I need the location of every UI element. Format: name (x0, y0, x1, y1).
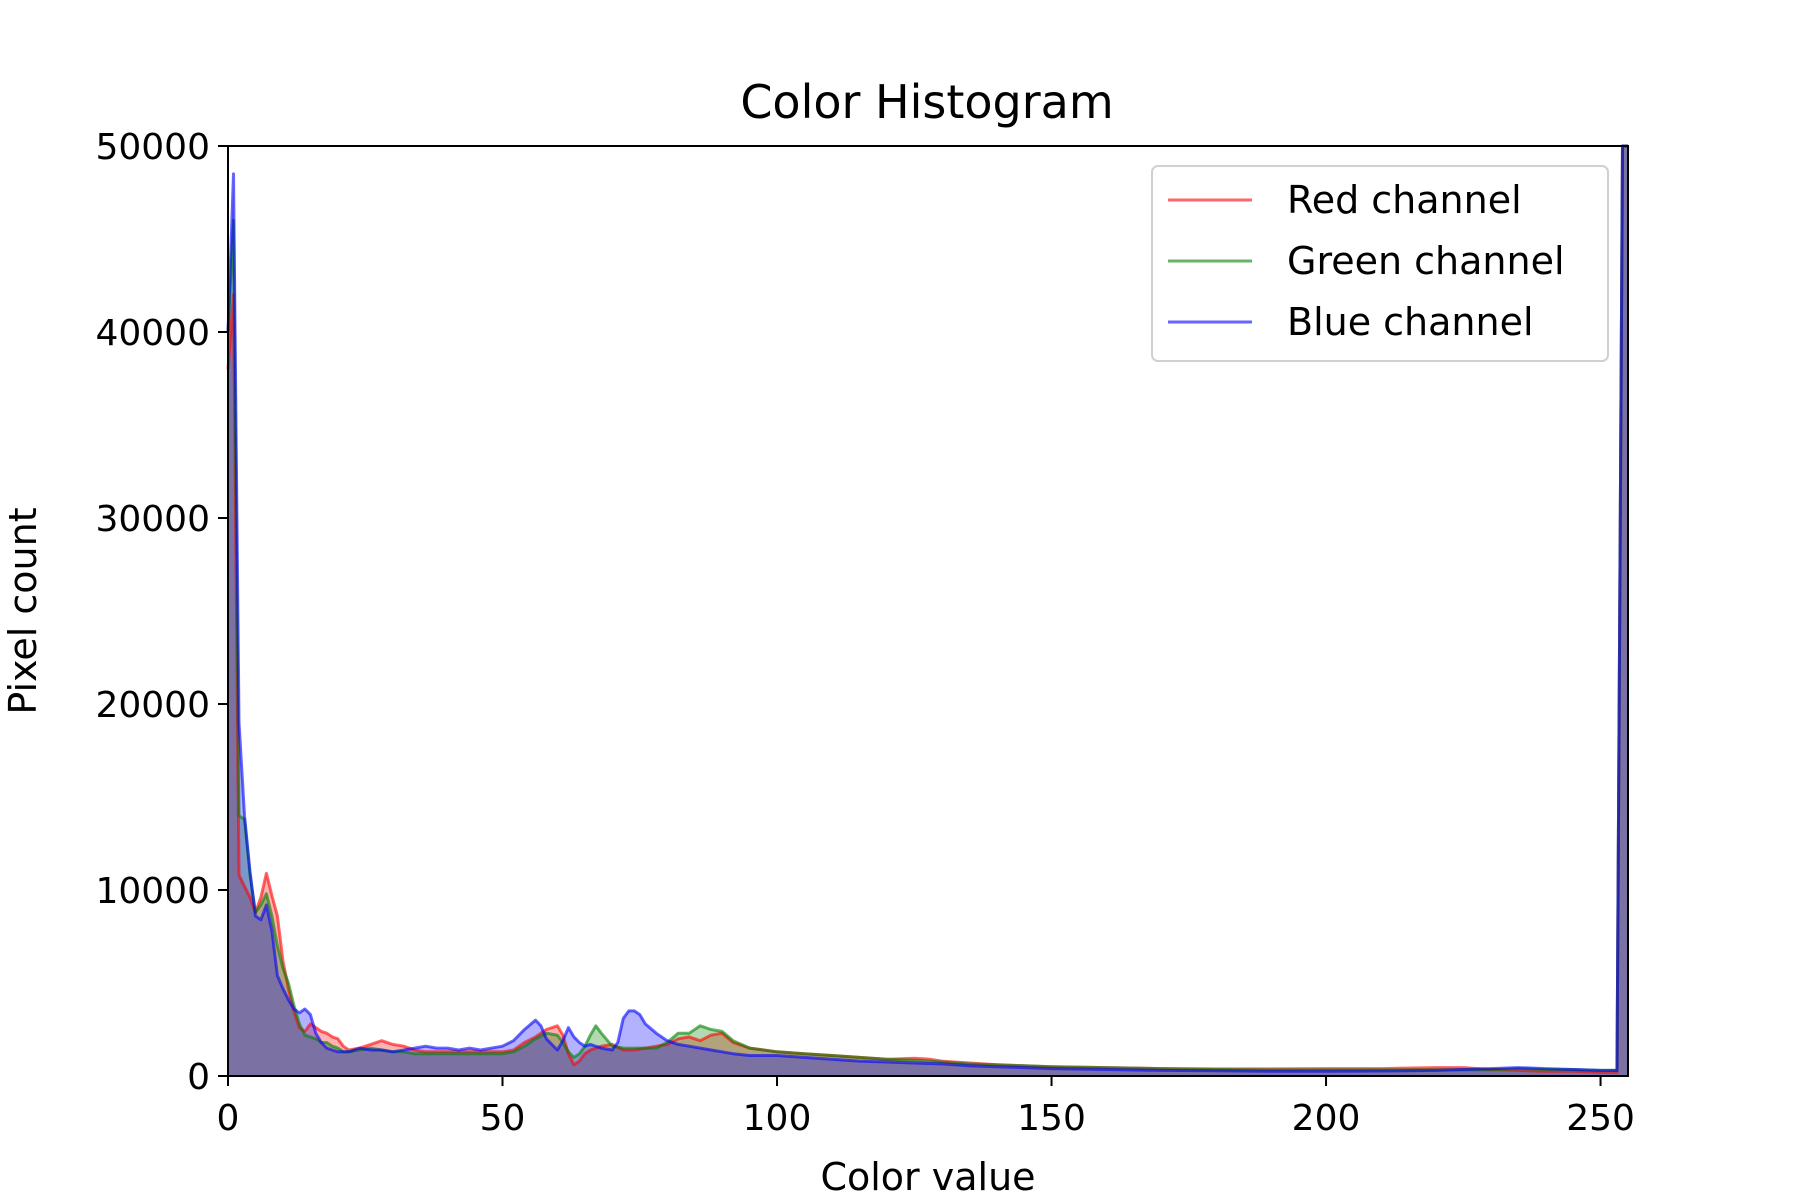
green-channel-line (226, 144, 1628, 1072)
y-tick-label: 20000 (95, 685, 210, 726)
series-lines (226, 144, 1628, 1074)
x-axis-label: Color value (820, 1155, 1035, 1199)
green-channel-legend-label: Green channel (1287, 239, 1565, 283)
red-channel-legend-label: Red channel (1287, 178, 1522, 222)
y-axis: 0 10000 20000 30000 40000 50000 (95, 127, 228, 1098)
chart-title: Color Histogram (740, 75, 1113, 129)
x-tick-label: 150 (1017, 1098, 1086, 1139)
x-tick-label: 250 (1566, 1098, 1635, 1139)
y-tick-label: 0 (187, 1057, 210, 1098)
x-tick-label: 100 (743, 1098, 812, 1139)
x-tick-label: 50 (480, 1098, 526, 1139)
x-axis: 0 50 100 150 200 250 (217, 1076, 1635, 1139)
y-axis-label: Pixel count (1, 507, 45, 714)
blue-channel-line (226, 144, 1628, 1073)
y-tick-label: 40000 (95, 313, 210, 354)
legend: Red channel Green channel Blue channel (1151, 165, 1609, 362)
y-tick-label: 10000 (95, 871, 210, 912)
y-tick-label: 30000 (95, 499, 210, 540)
plot-frame (227, 145, 1629, 1077)
x-tick-label: 200 (1292, 1098, 1361, 1139)
blue-channel-legend-label: Blue channel (1287, 300, 1534, 344)
x-tick-label: 0 (217, 1098, 240, 1139)
y-tick-label: 50000 (95, 127, 210, 168)
legend-box (1151, 165, 1609, 362)
